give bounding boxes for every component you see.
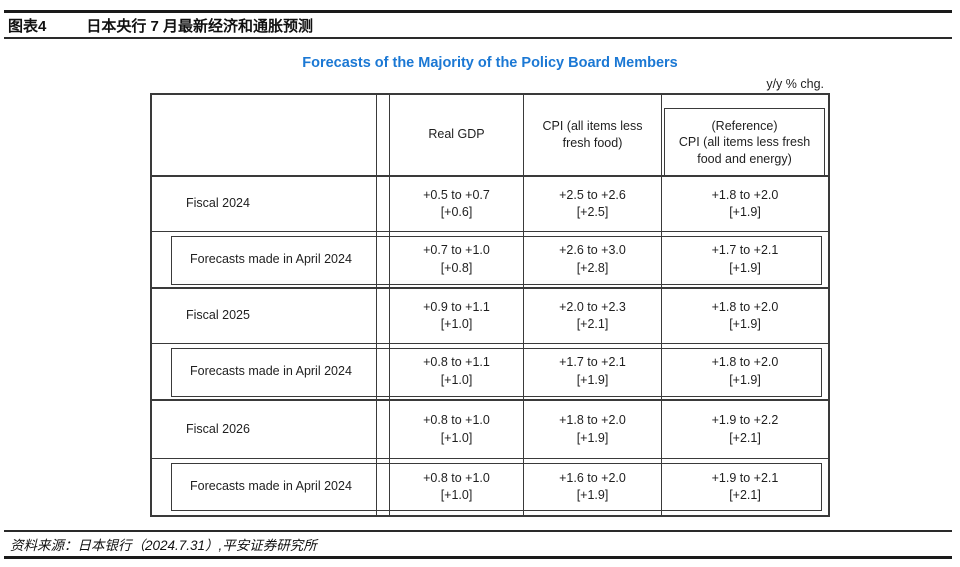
value-range: +2.6 to +3.0 — [559, 243, 626, 257]
value-median: [+1.0] — [440, 430, 473, 445]
col-header-reference-slot — [662, 95, 828, 177]
value-median: [+1.9] — [729, 372, 761, 387]
value-median: [+1.9] — [729, 317, 761, 331]
ref-cell: +1.9 to +2.2 [+2.1] — [662, 401, 828, 459]
gdp-cell: +0.8 to +1.1 [+1.0] — [390, 344, 524, 401]
value-range: +0.8 to +1.0 — [423, 470, 490, 485]
col-header-cpi: CPI (all items less fresh food) — [524, 95, 662, 177]
divider-spacer — [377, 459, 390, 515]
value-median: [+2.1] — [729, 430, 761, 445]
row-label: Forecasts made in April 2024 — [152, 344, 377, 401]
source-note: 资料来源：日本银行（2024.7.31）,平安证券研究所 — [10, 538, 317, 553]
cpi-cell: +1.6 to +2.0 [+1.9] — [524, 459, 662, 515]
table-title: Forecasts of the Majority of the Policy … — [302, 55, 678, 71]
col-header-real-gdp: Real GDP — [390, 95, 524, 177]
cpi-cell: +1.8 to +2.0 [+1.9] — [524, 401, 662, 459]
value-range: +2.5 to +2.6 — [559, 187, 626, 202]
value-range: +1.8 to +2.0 — [711, 299, 779, 314]
value-median: [+1.9] — [729, 205, 761, 219]
cpi-cell: +2.0 to +2.3 [+2.1] — [524, 289, 662, 344]
unit-note: y/y % chg. — [766, 77, 824, 91]
value-range: +0.8 to +1.0 — [423, 413, 490, 427]
value-median: [+1.9] — [729, 260, 761, 275]
value-range: +2.0 to +2.3 — [559, 299, 626, 314]
ref-cell: +1.7 to +2.1 [+1.9] — [662, 232, 828, 289]
value-range: +1.8 to +2.0 — [559, 413, 626, 427]
value-median: [+0.6] — [440, 205, 473, 219]
value-range: +1.9 to +2.1 — [711, 470, 779, 485]
value-range: +1.6 to +2.0 — [559, 470, 626, 485]
row-label: Forecasts made in April 2024 — [152, 459, 377, 515]
value-range: +1.7 to +2.1 — [711, 243, 779, 257]
cpi-cell: +1.7 to +2.1 [+1.9] — [524, 344, 662, 401]
ref-cell: +1.8 to +2.0 [+1.9] — [662, 177, 828, 232]
divider-spacer — [377, 344, 390, 401]
gdp-cell: +0.7 to +1.0 [+0.8] — [390, 232, 524, 289]
gdp-cell: +0.8 to +1.0 [+1.0] — [390, 459, 524, 515]
gdp-cell: +0.5 to +0.7 [+0.6] — [390, 177, 524, 232]
row-label: Fiscal 2025 — [152, 289, 377, 344]
divider-spacer — [377, 289, 390, 344]
cpi-cell: +2.6 to +3.0 [+2.8] — [524, 232, 662, 289]
footer-rule — [4, 530, 952, 532]
caption-rule — [4, 37, 952, 39]
row-label: Fiscal 2026 — [152, 401, 377, 459]
ref-cell: +1.8 to +2.0 [+1.9] — [662, 289, 828, 344]
value-range: +0.8 to +1.1 — [423, 355, 490, 369]
gdp-cell: +0.9 to +1.1 [+1.0] — [390, 289, 524, 344]
value-median: [+1.9] — [576, 372, 609, 387]
ref-cell: +1.8 to +2.0 [+1.9] — [662, 344, 828, 401]
value-range: +0.5 to +0.7 — [423, 187, 490, 202]
value-range: +0.7 to +1.0 — [423, 243, 490, 257]
top-rule — [4, 10, 952, 13]
value-median: [+1.9] — [576, 430, 609, 445]
row-label: Forecasts made in April 2024 — [152, 232, 377, 289]
value-median: [+0.8] — [440, 260, 473, 275]
figure-caption: 图表4 日本央行 7 月最新经济和通胀预测 — [8, 15, 313, 36]
bottom-rule — [4, 556, 952, 559]
value-median: [+1.0] — [440, 317, 473, 331]
divider-spacer — [377, 177, 390, 232]
row-label: Fiscal 2024 — [152, 177, 377, 232]
value-median: [+1.0] — [440, 372, 473, 387]
value-range: +1.8 to +2.0 — [711, 355, 779, 369]
divider-spacer — [377, 232, 390, 289]
value-range: +1.7 to +2.1 — [559, 355, 626, 369]
cpi-cell: +2.5 to +2.6 [+2.5] — [524, 177, 662, 232]
value-range: +1.9 to +2.2 — [711, 413, 779, 427]
value-median: [+2.1] — [729, 488, 761, 502]
divider-spacer — [377, 401, 390, 459]
corner-cell — [152, 95, 377, 177]
figure-label: 图表4 — [8, 18, 47, 35]
value-range: +1.8 to +2.0 — [711, 187, 779, 202]
value-median: [+1.9] — [576, 488, 609, 502]
value-median: [+2.8] — [576, 260, 609, 275]
value-median: [+2.5] — [576, 205, 609, 219]
value-median: [+1.0] — [440, 488, 473, 502]
value-range: +0.9 to +1.1 — [423, 299, 490, 314]
gdp-cell: +0.8 to +1.0 [+1.0] — [390, 401, 524, 459]
divider-spacer — [377, 95, 390, 177]
value-median: [+2.1] — [576, 317, 609, 331]
forecast-table: Real GDP CPI (all items less fresh food)… — [150, 93, 830, 517]
ref-cell: +1.9 to +2.1 [+2.1] — [662, 459, 828, 515]
figure-title: 日本央行 7 月最新经济和通胀预测 — [86, 18, 314, 35]
